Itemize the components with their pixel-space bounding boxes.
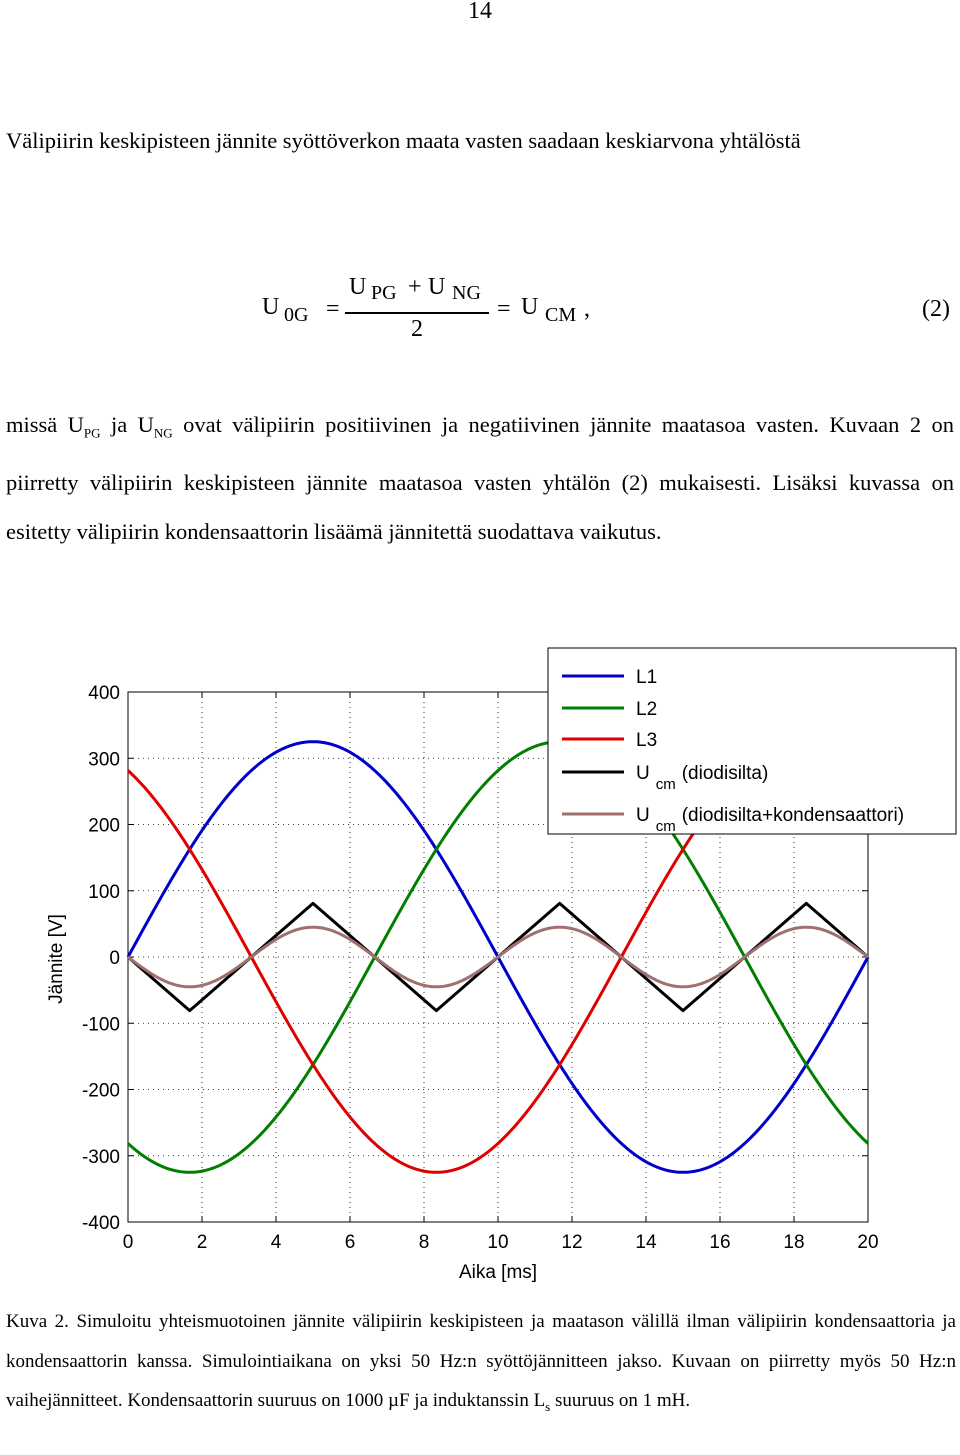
eq-numerator-u2: U (428, 274, 446, 300)
legend-label: L2 (636, 699, 657, 720)
x-axis-label: Aika [ms] (459, 1262, 537, 1283)
eq-plus: + (408, 274, 422, 300)
legend-box (547, 647, 957, 835)
p2-text-1: missä U (6, 412, 84, 437)
caption-sub: s (545, 1398, 551, 1414)
legend-label: Ucm(diodisilta+kondensaattori) (636, 805, 904, 835)
paragraph-intro: Välipiirin keskipisteen jännite syöttöve… (6, 128, 801, 153)
eq-equals-1: = (326, 296, 340, 322)
figure-caption: Kuva 2. Simuloitu yhteismuotoinen jännit… (6, 1302, 956, 1426)
eq-lhs-symbol: U (262, 294, 280, 320)
eq-numerator-sub1: PG (371, 282, 397, 304)
x-tick-label: 14 (635, 1232, 657, 1253)
x-tick-label: 8 (419, 1232, 430, 1253)
x-tick-label: 16 (709, 1232, 730, 1253)
x-tick-label: 6 (345, 1232, 356, 1253)
caption-label: Kuva 2. (6, 1311, 69, 1332)
eq-number: (2) (922, 296, 950, 322)
p2-text-3: ovat välipiirin positiivinen ja negatiiv… (6, 412, 954, 544)
x-tick-label: 2 (197, 1232, 208, 1253)
eq-equals-2: = (497, 296, 511, 322)
y-tick-label: -100 (82, 1014, 120, 1035)
legend-label: Ucm(diodisilta) (636, 763, 768, 793)
eq-rhs-symbol: U (521, 294, 539, 320)
x-tick-label: 12 (561, 1232, 582, 1253)
y-tick-label: 100 (88, 882, 120, 903)
x-tick-label: 20 (857, 1232, 878, 1253)
y-tick-label: -300 (82, 1147, 120, 1168)
caption-text-1: Simuloitu yhteismuotoinen jännite välipi… (6, 1311, 956, 1411)
y-tick-label: 200 (88, 816, 120, 837)
x-tick-label: 0 (123, 1232, 134, 1253)
p2-text-2: ja U (100, 412, 154, 437)
legend: L1 L2 L3 Ucm(diodisilta) Ucm(diodisilta+kond… (547, 647, 957, 835)
x-tick-labels: 0 2 4 6 8 10 12 14 16 18 20 (123, 1232, 879, 1253)
equation-2: U 0G = U PG + U NG 2 = U CM , (2) (0, 270, 960, 350)
fraction-bar (345, 312, 489, 314)
p2-sub-pg: PG (83, 425, 101, 441)
p2-sub-ng: NG (153, 425, 173, 441)
y-tick-label: 400 (88, 683, 120, 704)
eq-numerator-sub2: NG (452, 282, 481, 304)
y-tick-labels: 400 300 200 100 0 -100 -200 -300 -400 (82, 683, 120, 1234)
legend-label: L3 (636, 730, 657, 751)
y-tick-label: -200 (82, 1081, 120, 1102)
paragraph-explanation: missä UPG ja UNG ovat välipiirin positii… (6, 400, 954, 556)
y-tick-label: -400 (82, 1213, 120, 1234)
x-tick-label: 10 (487, 1232, 508, 1253)
eq-denominator: 2 (411, 316, 423, 342)
series-line-5 (127, 925, 869, 989)
eq-numerator-u1: U (349, 274, 367, 300)
eq-rhs-subscript: CM (545, 304, 577, 326)
eq-lhs-subscript: 0G (284, 304, 309, 326)
x-tick-label: 4 (271, 1232, 282, 1253)
y-tick-label: 300 (88, 749, 120, 770)
y-tick-label: 0 (109, 948, 120, 969)
x-tick-label: 18 (783, 1232, 804, 1253)
legend-label: L1 (636, 667, 657, 688)
page-number: 14 (468, 0, 492, 24)
voltage-chart: 400 300 200 100 0 -100 -200 -300 -400 0 2 4 6 8 10 12 1… (46, 647, 957, 1283)
caption-text-2: suuruus on 1 mH. (550, 1390, 691, 1411)
eq-comma: , (584, 296, 590, 322)
y-axis-label: Jännite [V] (46, 914, 67, 1004)
